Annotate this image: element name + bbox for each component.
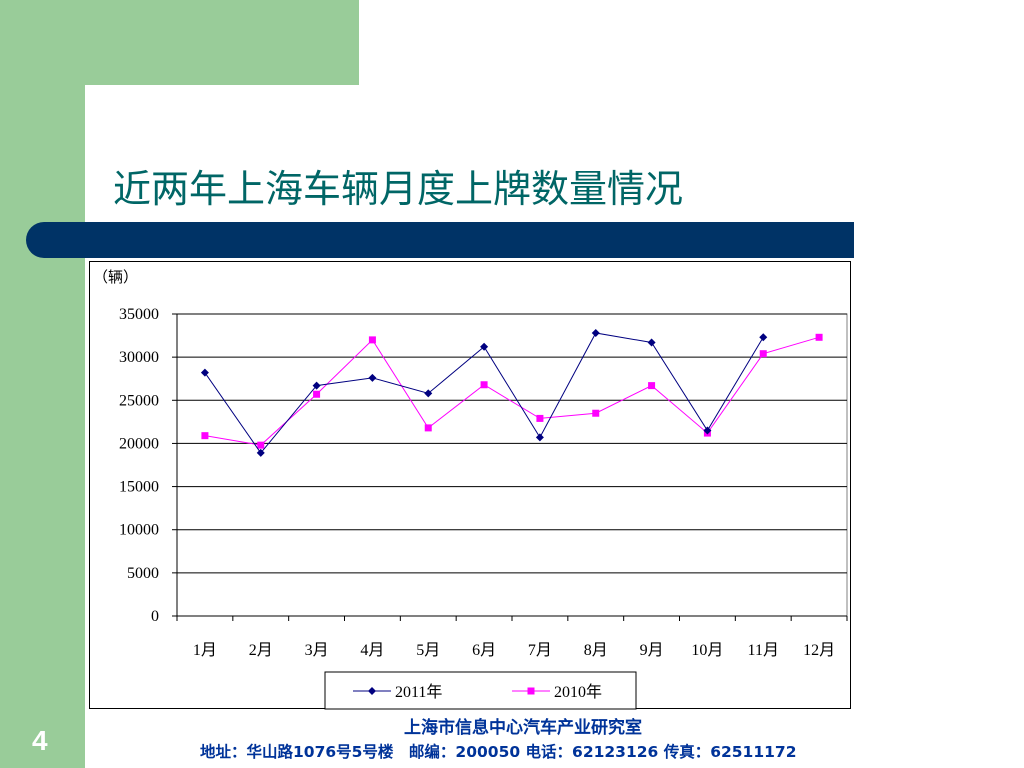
x-tick-label: 6月 xyxy=(472,642,496,659)
y-tick-label: 0 xyxy=(151,608,159,625)
data-point xyxy=(257,441,265,449)
data-point xyxy=(424,424,432,432)
top-green-band xyxy=(85,0,359,85)
y-tick-label: 25000 xyxy=(119,392,159,409)
x-tick-label: 11月 xyxy=(748,642,779,659)
title-underline-bar xyxy=(26,222,854,258)
data-point xyxy=(480,342,489,351)
data-point xyxy=(480,381,488,389)
y-tick-label: 15000 xyxy=(119,479,159,496)
x-tick-label: 10月 xyxy=(691,642,723,659)
data-point xyxy=(368,373,377,382)
legend-label: 2010年 xyxy=(554,683,602,701)
data-point xyxy=(759,350,767,358)
data-point xyxy=(200,368,209,377)
x-tick-label: 3月 xyxy=(305,642,329,659)
data-point xyxy=(703,426,712,435)
series-line xyxy=(204,336,820,446)
data-point xyxy=(527,687,535,695)
plot-area xyxy=(176,313,848,617)
data-point xyxy=(424,389,433,398)
series-line xyxy=(204,332,764,454)
data-point xyxy=(201,432,209,440)
data-point xyxy=(647,338,656,347)
x-tick-label: 8月 xyxy=(584,642,608,659)
footer-contact: 地址：华山路1076号5号楼 邮编：200050 电话：62123126 传真：… xyxy=(200,743,797,761)
y-tick-label: 10000 xyxy=(119,522,159,539)
x-tick-label: 9月 xyxy=(640,642,664,659)
data-point xyxy=(368,687,376,695)
data-point xyxy=(648,382,656,390)
left-green-band xyxy=(0,0,85,768)
data-point xyxy=(535,433,544,442)
y-tick-label: 30000 xyxy=(119,349,159,366)
x-tick-label: 2月 xyxy=(249,642,273,659)
page-number: 4 xyxy=(32,725,48,756)
y-tick-label: 35000 xyxy=(119,306,159,323)
data-point xyxy=(759,333,768,342)
x-tick-label: 7月 xyxy=(528,642,552,659)
data-point xyxy=(592,409,600,417)
x-tick-label: 4月 xyxy=(360,642,384,659)
y-tick-label: 20000 xyxy=(119,435,159,452)
x-tick-label: 1月 xyxy=(193,642,217,659)
slide-title: 近两年上海车辆月度上牌数量情况 xyxy=(113,167,684,211)
x-tick-label: 12月 xyxy=(803,642,835,659)
x-tick-label: 5月 xyxy=(416,642,440,659)
y-unit-label: （辆） xyxy=(93,269,138,286)
y-tick-label: 5000 xyxy=(127,565,159,582)
data-point xyxy=(591,328,600,337)
data-point xyxy=(368,336,376,344)
data-point xyxy=(256,448,265,457)
data-point xyxy=(312,381,321,390)
data-point xyxy=(536,414,544,422)
data-point xyxy=(815,333,823,341)
chart-legend: 2011年 2010年 xyxy=(324,671,637,710)
legend-label: 2011年 xyxy=(395,683,442,701)
data-point xyxy=(313,390,321,398)
footer-org: 上海市信息中心汽车产业研究室 xyxy=(404,718,642,738)
